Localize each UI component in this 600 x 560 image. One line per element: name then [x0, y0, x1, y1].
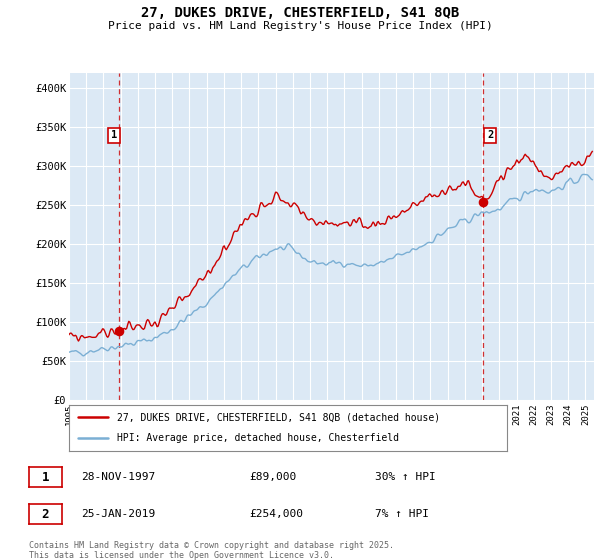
Text: Contains HM Land Registry data © Crown copyright and database right 2025.
This d: Contains HM Land Registry data © Crown c… [29, 541, 394, 560]
Text: 30% ↑ HPI: 30% ↑ HPI [375, 472, 436, 482]
Text: 2: 2 [487, 130, 493, 140]
Text: 25-JAN-2019: 25-JAN-2019 [81, 509, 155, 519]
Text: HPI: Average price, detached house, Chesterfield: HPI: Average price, detached house, Ches… [117, 433, 399, 444]
Point [479, 198, 488, 207]
Text: 1: 1 [111, 130, 117, 140]
Text: £89,000: £89,000 [249, 472, 296, 482]
Text: 1: 1 [41, 470, 49, 484]
Text: 27, DUKES DRIVE, CHESTERFIELD, S41 8QB: 27, DUKES DRIVE, CHESTERFIELD, S41 8QB [141, 6, 459, 20]
Text: £254,000: £254,000 [249, 509, 303, 519]
Text: 7% ↑ HPI: 7% ↑ HPI [375, 509, 429, 519]
Text: 2: 2 [41, 507, 49, 521]
Point [114, 326, 124, 335]
Text: 27, DUKES DRIVE, CHESTERFIELD, S41 8QB (detached house): 27, DUKES DRIVE, CHESTERFIELD, S41 8QB (… [117, 412, 440, 422]
Text: 28-NOV-1997: 28-NOV-1997 [81, 472, 155, 482]
Text: Price paid vs. HM Land Registry's House Price Index (HPI): Price paid vs. HM Land Registry's House … [107, 21, 493, 31]
